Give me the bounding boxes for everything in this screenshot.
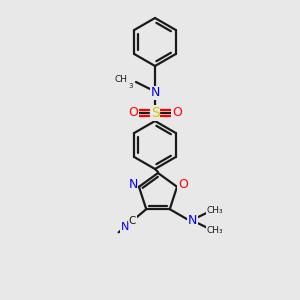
Text: O: O bbox=[128, 106, 138, 119]
Text: CH₃: CH₃ bbox=[207, 206, 224, 215]
Text: 3: 3 bbox=[129, 83, 133, 89]
Text: N: N bbox=[188, 214, 197, 227]
Text: O: O bbox=[172, 106, 182, 119]
Text: N: N bbox=[121, 222, 129, 232]
Text: O: O bbox=[178, 178, 188, 191]
Text: N: N bbox=[150, 86, 160, 100]
Text: CH₃: CH₃ bbox=[207, 226, 224, 235]
Text: C: C bbox=[129, 216, 136, 226]
Text: N: N bbox=[128, 178, 138, 191]
Text: S: S bbox=[151, 106, 159, 120]
Text: CH: CH bbox=[115, 76, 128, 85]
